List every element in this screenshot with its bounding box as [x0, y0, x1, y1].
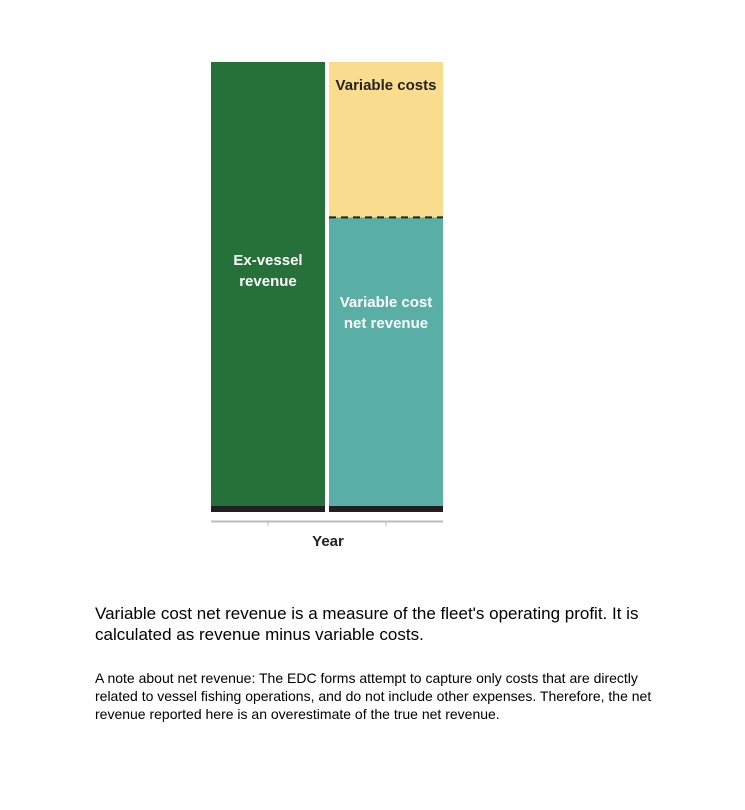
bar-segment-label-line: Variable costs [336, 77, 437, 94]
bar-baseline [211, 506, 325, 512]
bar-segment-label-line: Variable cost [340, 294, 433, 311]
bar-segment-label: Variable costs [336, 77, 437, 94]
bar-segment [329, 217, 443, 506]
bar-segment [211, 62, 325, 506]
bar-segment-label: Ex-vessel revenue [233, 252, 302, 290]
bar-segment-label-line: Ex-vessel [233, 252, 302, 269]
bar-segment [329, 62, 443, 218]
bar-segment-label: Variable cost net revenue [340, 294, 433, 332]
main-description: Variable cost net revenue is a measure o… [95, 604, 639, 644]
bar-baseline [329, 506, 443, 512]
bar-segment-label-line: net revenue [344, 315, 428, 332]
x-axis-label: Year [312, 533, 344, 550]
stacked-bar-chart: Ex-vessel revenue Variable cost net revenue… [211, 62, 443, 550]
bar-segment-label-line: revenue [239, 273, 297, 290]
net-revenue-note: A note about net revenue: The EDC forms … [95, 670, 652, 722]
